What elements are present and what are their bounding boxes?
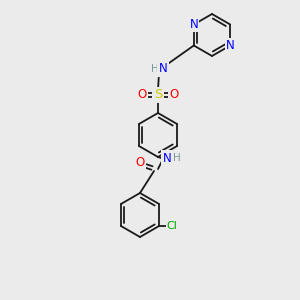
Text: S: S	[154, 88, 162, 101]
Text: N: N	[159, 62, 167, 76]
Text: N: N	[163, 152, 171, 164]
Text: N: N	[226, 39, 235, 52]
Text: O: O	[135, 155, 145, 169]
Text: H: H	[173, 153, 181, 163]
Text: O: O	[137, 88, 147, 101]
Text: O: O	[169, 88, 178, 101]
Text: N: N	[189, 18, 198, 31]
Text: H: H	[151, 64, 159, 74]
Text: Cl: Cl	[167, 221, 178, 231]
